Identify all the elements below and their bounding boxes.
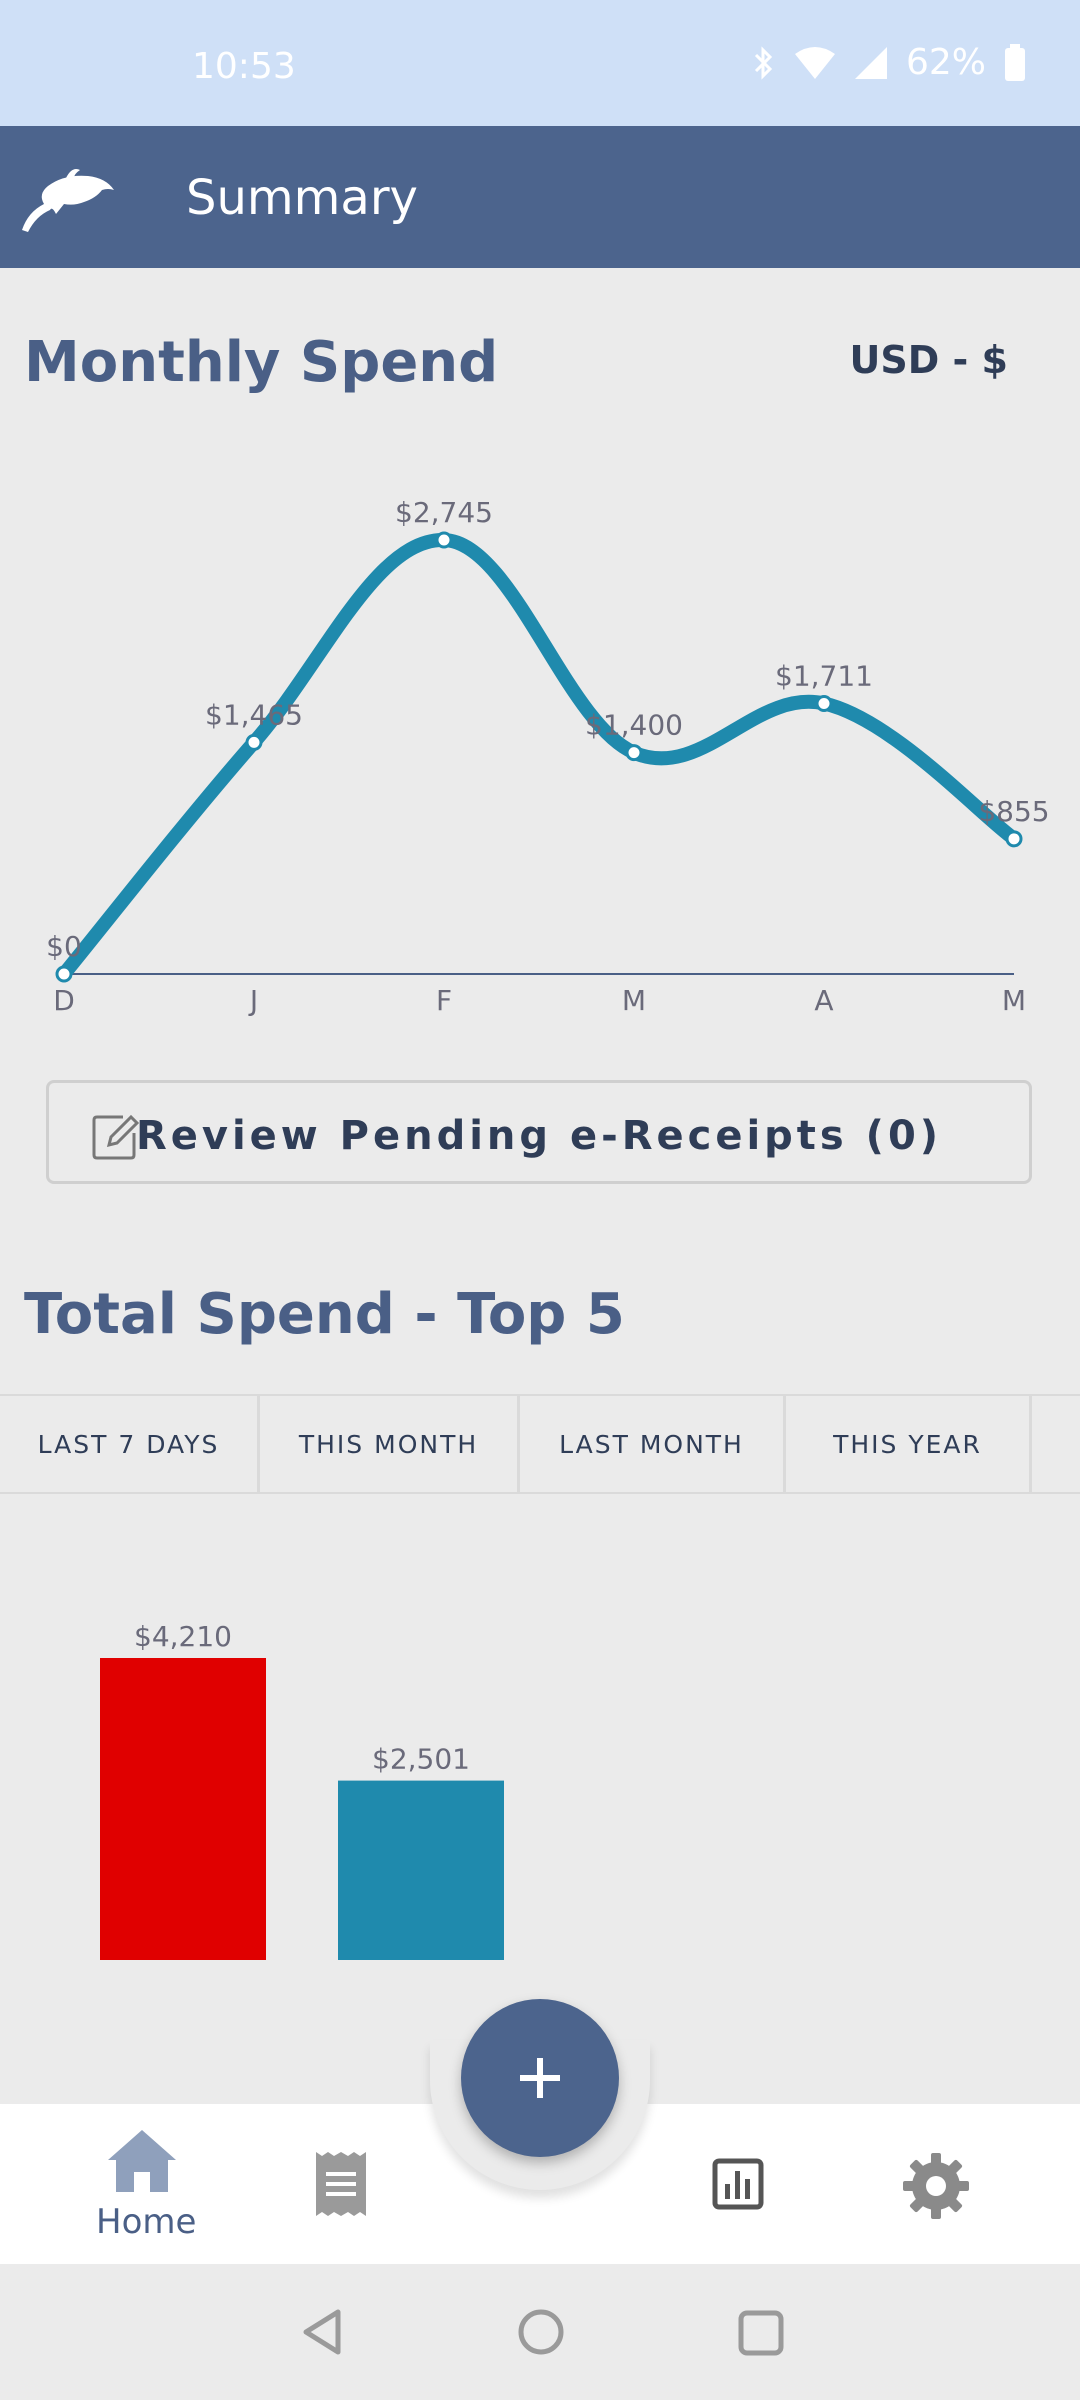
data-point [815,694,833,712]
plus-icon [520,2058,560,2098]
edit-icon [92,1114,140,1160]
status-time: 10:53 [192,46,296,87]
data-label: $855 [978,795,1049,828]
x-tick-label: J [248,984,258,1017]
tab-more[interactable] [1032,1396,1080,1492]
receipt-icon[interactable] [314,2150,368,2218]
x-tick-label: A [814,984,833,1017]
wifi-icon [794,46,835,79]
data-point [625,744,643,762]
x-tick-label: D [53,984,75,1017]
x-tick-label: F [436,984,452,1017]
bluetooth-icon [754,45,773,80]
dolphin-logo-icon [22,169,114,232]
currency-selector[interactable]: USD - $ [849,338,1008,382]
data-point [245,733,263,751]
page-title: Summary [186,170,418,226]
monthly-spend-title: Monthly Spend [24,330,499,395]
review-pending-button[interactable]: Review Pending e-Receipts (0) [46,1080,1032,1184]
bar-value-label: $4,210 [134,1620,232,1653]
recents-icon[interactable] [738,2310,784,2356]
top5-title: Total Spend - Top 5 [24,1282,625,1347]
battery-percent: 62% [905,42,986,83]
review-pending-label: Review Pending e-Receipts (0) [135,1113,943,1159]
tab-last-month[interactable]: LAST MONTH [520,1396,786,1492]
report-chart-icon[interactable] [712,2158,764,2210]
x-tick-label: M [1002,984,1026,1017]
monthly-spend-chart: $0 D $1,465 J $2,745 F $1,400 M $1,711 A $855 M [46,496,1049,1017]
home-circle-icon[interactable] [517,2308,565,2356]
home-icon[interactable] [106,2128,178,2194]
status-bar: 10:53 62% [0,0,1080,126]
top5-bar-chart: $4,210 $2,501 [100,1620,504,1960]
add-button[interactable] [461,1999,619,2157]
back-icon[interactable] [300,2308,344,2356]
settings-gear-icon[interactable] [902,2152,970,2220]
data-label: $1,400 [585,709,683,742]
tab-last-7-days[interactable]: LAST 7 DAYS [0,1396,260,1492]
battery-icon [1005,43,1025,81]
period-tabs: LAST 7 DAYS THIS MONTH LAST MONTH THIS Y… [0,1394,1080,1494]
tab-this-month[interactable]: THIS MONTH [260,1396,520,1492]
data-point [55,965,73,983]
data-label: $0 [46,930,82,963]
data-point [435,531,453,549]
app-bar: Summary [0,126,1080,268]
signal-icon [854,46,887,79]
data-point [1005,830,1023,848]
x-tick-label: M [622,984,646,1017]
status-icons: 62% [752,42,1026,83]
bar [338,1780,504,1960]
bar-value-label: $2,501 [372,1743,470,1776]
data-label: $1,711 [775,659,873,692]
data-label: $2,745 [395,496,493,529]
data-label: $1,465 [205,698,303,731]
spend-line [57,532,1021,981]
tab-this-year[interactable]: THIS YEAR [786,1396,1032,1492]
nav-home-label[interactable]: Home [96,2202,197,2242]
bar [100,1658,266,1960]
system-nav-bar [0,2264,1080,2400]
